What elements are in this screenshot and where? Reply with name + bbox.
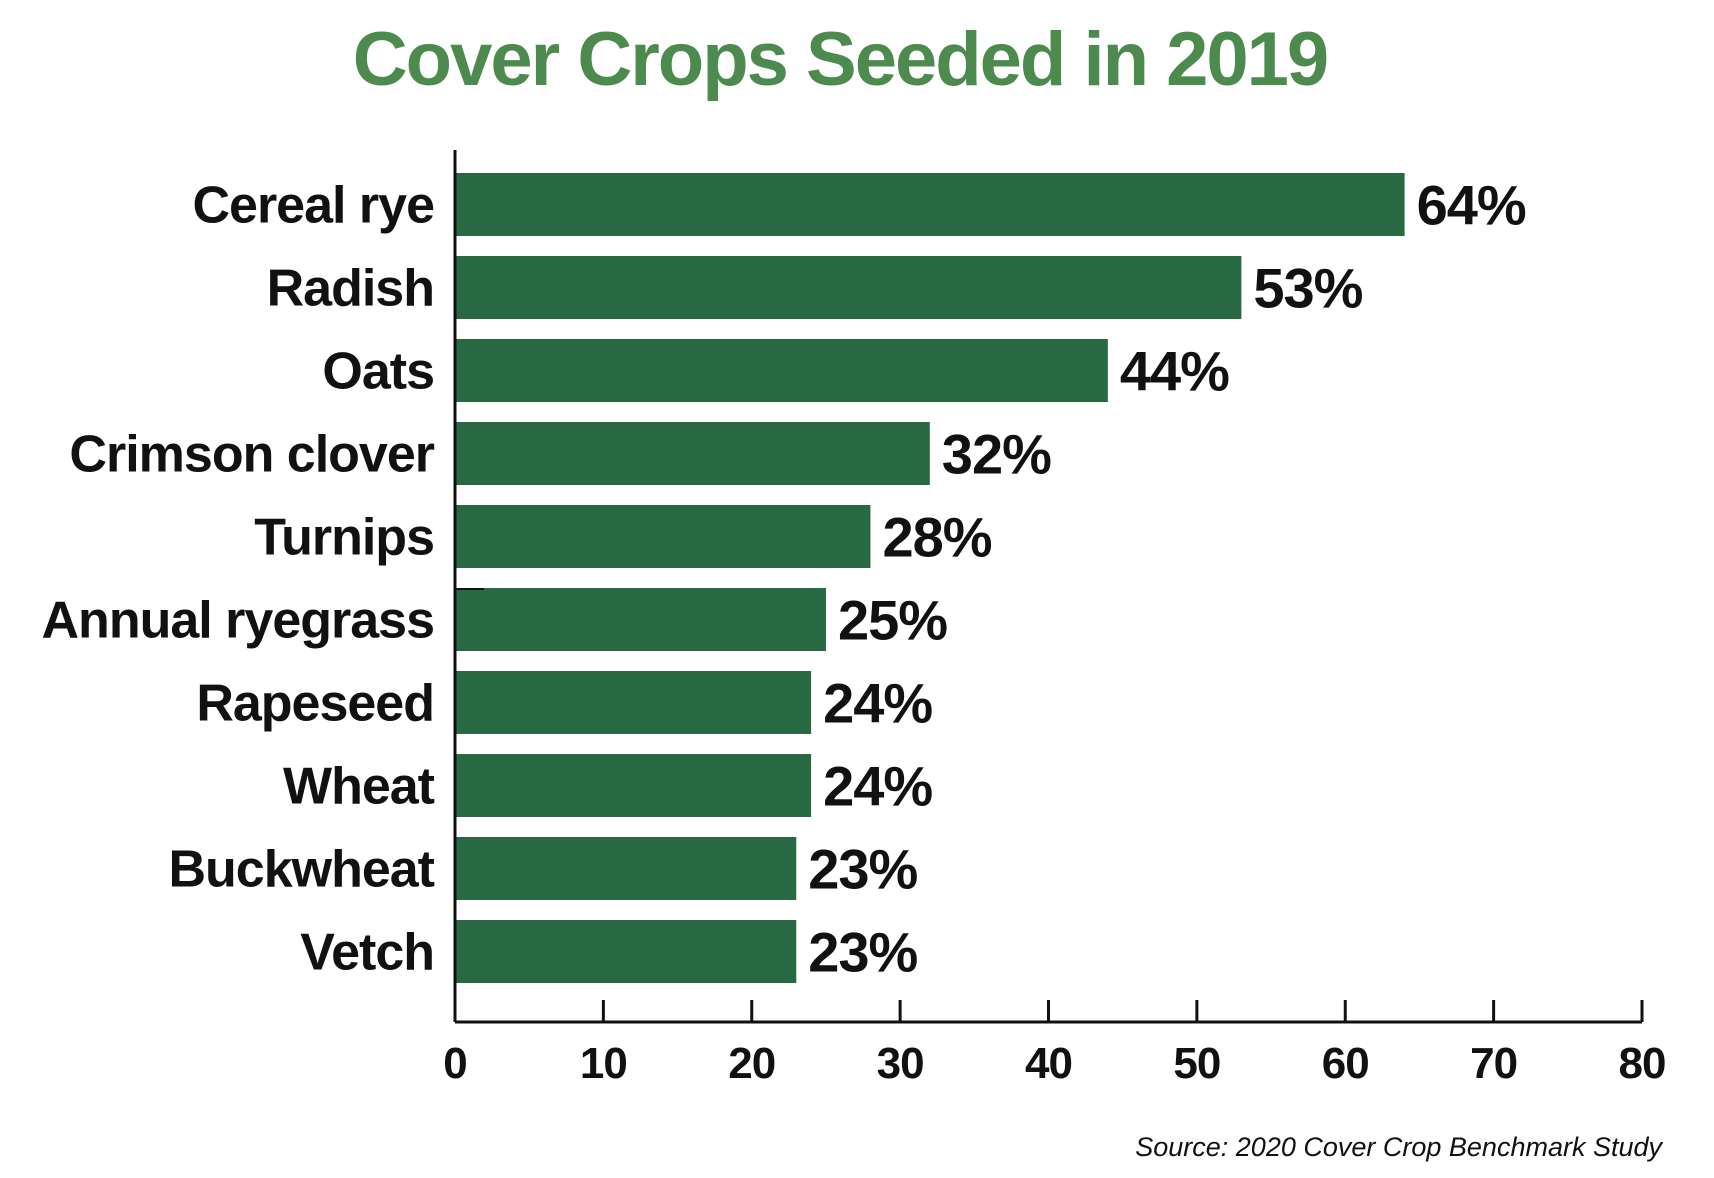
x-tick-label: 10 <box>580 1039 627 1088</box>
x-axis-ticks: 0 10 20 30 40 50 60 70 80 <box>443 1000 1666 1088</box>
value-label: 24% <box>823 755 932 818</box>
category-label: Turnips <box>254 509 434 567</box>
bar <box>455 920 797 983</box>
value-labels: 64% 53% 44% 32% 28% 25% 24% 24% 23% 23% <box>808 174 1527 984</box>
chart-title: Cover Crops Seeded in 2019 <box>353 17 1327 102</box>
bar <box>455 505 871 568</box>
bar <box>455 671 812 734</box>
x-tick-label: 60 <box>1322 1039 1369 1088</box>
bar <box>455 588 826 651</box>
value-label: 44% <box>1120 340 1229 403</box>
value-label: 64% <box>1417 174 1526 237</box>
value-label: 24% <box>823 672 932 735</box>
x-tick-label: 30 <box>877 1039 924 1088</box>
value-label: 32% <box>942 423 1051 486</box>
bar <box>455 754 812 817</box>
category-labels: Cereal rye Radish Oats Crimson clover Turnip… <box>42 177 436 982</box>
category-label: Buckwheat <box>168 841 434 899</box>
x-tick-label: 80 <box>1619 1039 1666 1088</box>
category-label: Cereal rye <box>192 177 434 235</box>
x-tick-label: 40 <box>1025 1039 1072 1088</box>
category-label: Wheat <box>283 758 435 816</box>
bar <box>455 339 1108 402</box>
bar <box>455 256 1242 319</box>
value-label: 28% <box>882 506 991 569</box>
x-tick-label: 0 <box>443 1039 466 1088</box>
x-tick-label: 20 <box>728 1039 775 1088</box>
category-label: Crimson clover <box>69 426 434 484</box>
bar <box>455 837 797 900</box>
category-label: Rapeseed <box>196 675 434 733</box>
value-label: 53% <box>1253 257 1362 320</box>
value-label: 23% <box>808 921 917 984</box>
category-label: Radish <box>267 260 434 318</box>
bars-layer <box>455 173 1405 983</box>
x-tick-label: 50 <box>1173 1039 1220 1088</box>
category-label: Vetch <box>300 924 434 982</box>
value-label: 25% <box>838 589 947 652</box>
category-label: Oats <box>322 343 434 401</box>
value-label: 23% <box>808 838 917 901</box>
category-label: Annual ryegrass <box>42 592 435 650</box>
source-note: Source: 2020 Cover Crop Benchmark Study <box>1135 1132 1663 1162</box>
bar <box>455 173 1405 236</box>
bar <box>455 422 930 485</box>
x-tick-label: 70 <box>1470 1039 1517 1088</box>
